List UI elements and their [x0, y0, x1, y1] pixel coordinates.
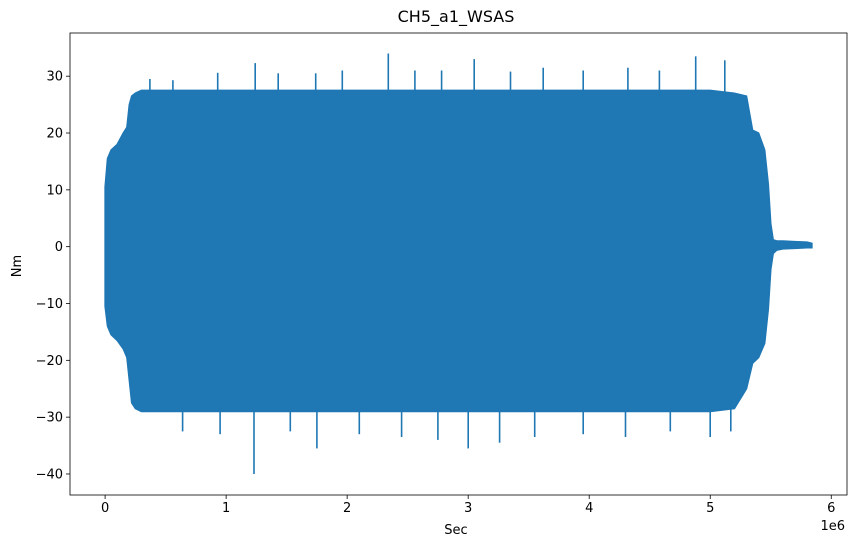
y-tick-label: −20: [36, 354, 63, 369]
chart-title: CH5_a1_WSAS: [398, 7, 515, 27]
plot-area: [69, 32, 848, 496]
x-axis: 0 1 2 3 4 5 6: [101, 495, 835, 516]
y-tick-label: −10: [36, 297, 63, 312]
x-tick-label: 0: [101, 501, 109, 516]
series-line-0: [104, 89, 813, 413]
x-tick-label: 3: [464, 501, 472, 516]
y-tick-label: 20: [46, 127, 63, 142]
y-tick-label: −40: [36, 467, 63, 482]
y-tick-label: 10: [46, 183, 63, 198]
x-tick-label: 6: [827, 501, 835, 516]
x-tick-label: 5: [706, 501, 714, 516]
x-tick-label: 4: [585, 501, 593, 516]
y-axis: −40 −30 −20 −10 0 10 20 30: [36, 70, 70, 482]
x-tick-label: 2: [343, 501, 351, 516]
y-tick-label: 30: [46, 70, 63, 85]
x-tick-label: 1: [222, 501, 230, 516]
y-axis-label: Nm: [10, 255, 25, 277]
axes-frame: [69, 32, 848, 496]
x-axis-offset-text: 1e6: [820, 519, 845, 534]
y-tick-label: −30: [36, 411, 63, 426]
y-tick-label: 0: [55, 240, 63, 255]
x-axis-label: Sec: [444, 523, 467, 538]
series-layer: [104, 53, 813, 474]
